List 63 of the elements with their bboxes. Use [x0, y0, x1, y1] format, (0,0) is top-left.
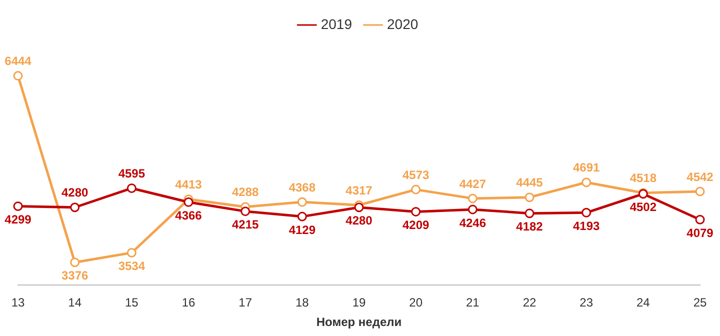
x-tick-label: 25 — [693, 296, 707, 310]
data-label: 4193 — [572, 218, 600, 233]
x-tick-label: 20 — [409, 296, 423, 310]
x-tick-label: 17 — [238, 296, 252, 310]
data-label: 4215 — [232, 218, 260, 232]
point — [70, 258, 80, 268]
data-label: 4427 — [459, 176, 486, 191]
point — [126, 248, 136, 258]
point — [297, 212, 307, 222]
data-label: 4518 — [630, 171, 657, 186]
point — [240, 206, 250, 216]
point — [184, 197, 194, 207]
x-tick-label: 19 — [352, 296, 366, 310]
data-label: 4445 — [516, 176, 544, 190]
point — [297, 197, 307, 207]
data-label: 4280 — [346, 214, 373, 228]
x-tick-label: 24 — [636, 296, 650, 310]
point — [695, 214, 705, 224]
point — [411, 184, 421, 194]
point — [13, 71, 23, 81]
x-tick-label: 15 — [124, 296, 139, 310]
data-label: 4079 — [686, 226, 714, 240]
point — [582, 178, 592, 188]
data-label: 4366 — [175, 208, 202, 222]
data-label: 3376 — [61, 268, 89, 283]
data-label: 4413 — [175, 178, 202, 192]
data-label: 4573 — [402, 168, 430, 182]
data-label: 4129 — [288, 222, 316, 237]
data-label: 4502 — [630, 200, 657, 214]
x-tick-label: 18 — [295, 296, 310, 310]
point — [70, 202, 80, 212]
point — [524, 192, 534, 202]
legend-label: 2020 — [387, 16, 418, 32]
data-label: 4246 — [459, 216, 486, 230]
data-label: 4299 — [4, 212, 32, 227]
data-label: 4542 — [686, 170, 714, 184]
point — [695, 186, 705, 196]
point — [13, 201, 23, 211]
x-tick-label: 14 — [68, 296, 82, 310]
x-tick-label: 22 — [522, 296, 536, 310]
data-label: 3534 — [118, 259, 146, 274]
data-label: 4288 — [232, 185, 260, 200]
x-axis-title: Номер недели — [316, 315, 402, 330]
x-tick-label: 16 — [182, 296, 196, 310]
legend-label: 2019 — [320, 16, 352, 32]
data-label: 4280 — [61, 186, 89, 200]
point — [411, 206, 421, 216]
x-tick-label: 21 — [466, 296, 480, 310]
data-label: 4209 — [402, 218, 430, 232]
data-label: 4182 — [516, 220, 544, 234]
point — [582, 208, 592, 218]
data-label: 4317 — [346, 183, 373, 198]
data-label: 6444 — [4, 54, 32, 68]
point — [354, 202, 364, 212]
point — [468, 204, 478, 214]
data-label: 4368 — [288, 180, 316, 194]
point — [524, 208, 534, 218]
x-tick-label: 13 — [11, 296, 25, 310]
point — [126, 183, 136, 193]
data-label: 4691 — [572, 160, 600, 175]
x-tick-label: 23 — [580, 296, 594, 310]
point — [468, 194, 478, 204]
data-label: 4595 — [118, 166, 146, 181]
